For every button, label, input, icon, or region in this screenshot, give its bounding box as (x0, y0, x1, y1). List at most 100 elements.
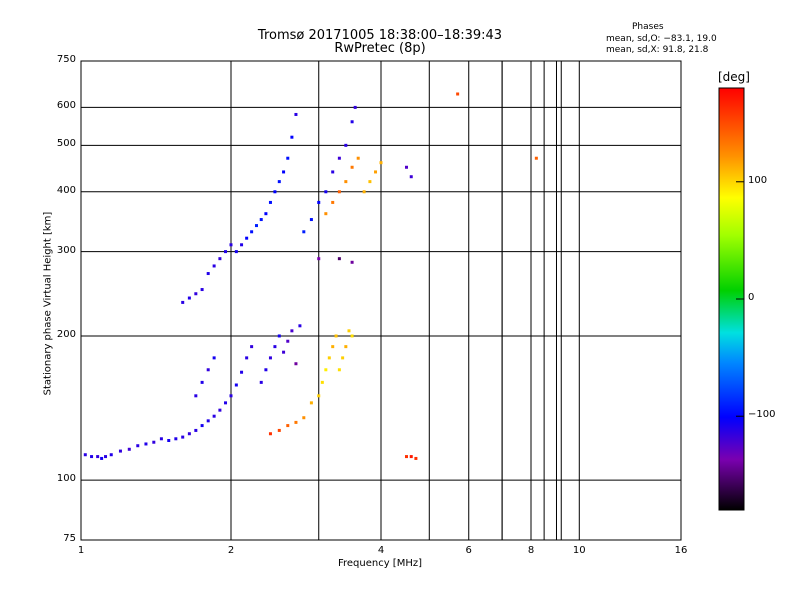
echo-point (187, 432, 191, 436)
echo-point (259, 218, 263, 222)
echo-point (404, 165, 408, 169)
x-tick-label: 2 (227, 545, 235, 556)
echo-point (229, 394, 233, 398)
echo-point (194, 428, 198, 432)
echo-point (368, 180, 372, 184)
echo-point (362, 190, 366, 194)
echo-point (224, 401, 228, 405)
echo-point (212, 414, 216, 418)
chart-title: Tromsø 20171005 18:38:00–18:39:43 (257, 28, 503, 43)
echo-point (144, 442, 148, 446)
echo-point (218, 408, 222, 412)
echo-point (259, 380, 263, 384)
colorbar-tick-label: 100 (748, 174, 768, 186)
echo-point (286, 156, 290, 160)
echo-point (96, 455, 100, 459)
echo-points (83, 92, 538, 460)
echo-point (331, 170, 335, 174)
o-mode-stats: mean, sd,O: −83.1, 19.0 (606, 34, 717, 44)
echo-point (409, 175, 413, 179)
y-tick-label: 75 (63, 533, 76, 544)
echo-point (109, 453, 113, 457)
echo-point (254, 224, 258, 228)
echo-point (127, 447, 131, 451)
echo-point (245, 356, 249, 360)
echo-point (350, 260, 354, 264)
echo-point (356, 156, 360, 160)
echo-point (534, 156, 538, 160)
y-tick-label: 300 (56, 244, 76, 256)
y-axis-label: Stationary phase Virtual Height [km] (42, 211, 54, 396)
colorbar-tick-label: 0 (748, 292, 755, 303)
echo-point (206, 368, 210, 372)
echo-point (250, 230, 254, 234)
y-tick-label: 200 (56, 328, 76, 340)
echo-point (194, 394, 198, 398)
echo-point (350, 165, 354, 169)
echo-point (290, 329, 294, 333)
echo-point (83, 453, 87, 457)
echo-point (229, 243, 233, 247)
echo-point (286, 339, 290, 343)
echo-point (404, 455, 408, 459)
x-tick-label: 10 (572, 545, 586, 556)
echo-point (167, 439, 171, 443)
plot-frame (80, 60, 682, 541)
echo-point (240, 370, 244, 374)
echo-point (290, 135, 294, 139)
echo-point (200, 288, 204, 292)
echo-point (136, 444, 140, 448)
y-tick-label: 750 (56, 54, 76, 65)
echo-point (374, 170, 378, 174)
echo-point (218, 257, 222, 261)
echo-point (309, 218, 313, 222)
echo-point (344, 143, 348, 147)
echo-point (344, 345, 348, 349)
echo-point (309, 401, 313, 405)
echo-point (268, 356, 272, 360)
echo-point (118, 449, 122, 453)
echo-point (317, 394, 321, 398)
echo-point (277, 334, 281, 338)
echo-point (152, 440, 156, 444)
echo-point (294, 362, 298, 366)
x-tick-label: 1 (77, 545, 85, 556)
echo-point (298, 324, 302, 328)
x-tick-label: 6 (465, 545, 472, 556)
echo-point (277, 428, 281, 432)
echo-point (206, 272, 210, 276)
echo-point (159, 437, 163, 441)
echo-point (187, 296, 191, 300)
x-tick-label: 8 (527, 545, 535, 556)
echo-point (212, 264, 216, 268)
echo-point (273, 190, 277, 194)
chart-subtitle: RwPretec (8p) (334, 41, 426, 56)
echo-point (302, 230, 306, 234)
echo-point (194, 292, 198, 296)
echo-point (234, 250, 238, 254)
echo-point (334, 334, 338, 338)
echo-point (353, 105, 357, 109)
echo-point (456, 92, 460, 96)
phases-heading: Phases (632, 22, 664, 32)
colorbar-tick-label: −100 (748, 409, 776, 421)
echo-point (337, 257, 341, 261)
echo-point (224, 250, 228, 254)
echo-point (337, 190, 341, 194)
echo-point (324, 368, 328, 372)
echo-point (337, 368, 341, 372)
echo-point (350, 334, 354, 338)
echo-point (268, 432, 272, 436)
echo-point (181, 300, 185, 304)
echo-point (104, 455, 108, 459)
y-tick-label: 100 (56, 473, 76, 485)
echo-point (273, 345, 277, 349)
echo-point (282, 170, 286, 174)
x-mode-stats: mean, sd,X: 91.8, 21.8 (606, 45, 709, 55)
echo-point (90, 455, 94, 459)
echo-point (347, 329, 351, 333)
echo-point (181, 435, 185, 439)
echo-point (324, 190, 328, 194)
echo-point (250, 345, 254, 349)
echo-point (206, 419, 210, 423)
